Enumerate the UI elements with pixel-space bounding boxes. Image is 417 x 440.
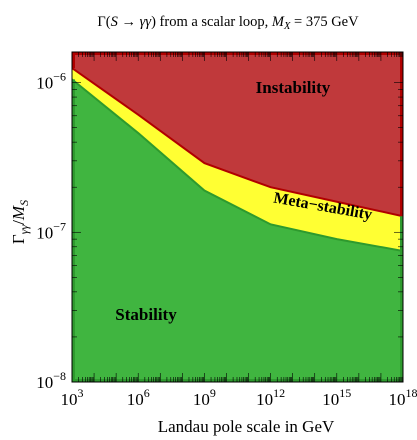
x-tick-label: 106 [127,386,150,409]
y-tick-label: 10−7 [36,219,66,242]
region-label-instability: Instability [256,78,331,97]
plot-frame [71,51,404,383]
y-axis-label: Γγγ/MS [9,200,31,244]
stability-boundary-line [72,78,403,252]
x-tick-label: 103 [61,386,84,409]
instability-boundary-line [72,67,403,218]
x-tick-label: 1012 [256,386,285,409]
chart-title: Γ(S → γγ) from a scalar loop, MX = 375 G… [97,14,359,32]
region-label-stability: Stability [115,305,177,324]
y-tick-label: 10−6 [36,70,66,93]
y-tick-labels: 10−8 10−7 10−6 [36,70,66,392]
x-tick-label: 1018 [389,386,417,409]
stability-region [72,79,403,382]
instability-region [72,52,403,217]
meta-stability-region [72,68,403,251]
x-axis-label: Landau pole scale in GeV [158,417,335,436]
y-tick-label: 10−8 [36,369,66,392]
x-tick-labels: 103 106 109 1012 1015 1018 [61,386,417,409]
x-tick-label: 109 [193,386,216,409]
x-tick-label: 1015 [322,386,351,409]
plot-regions [72,52,403,382]
